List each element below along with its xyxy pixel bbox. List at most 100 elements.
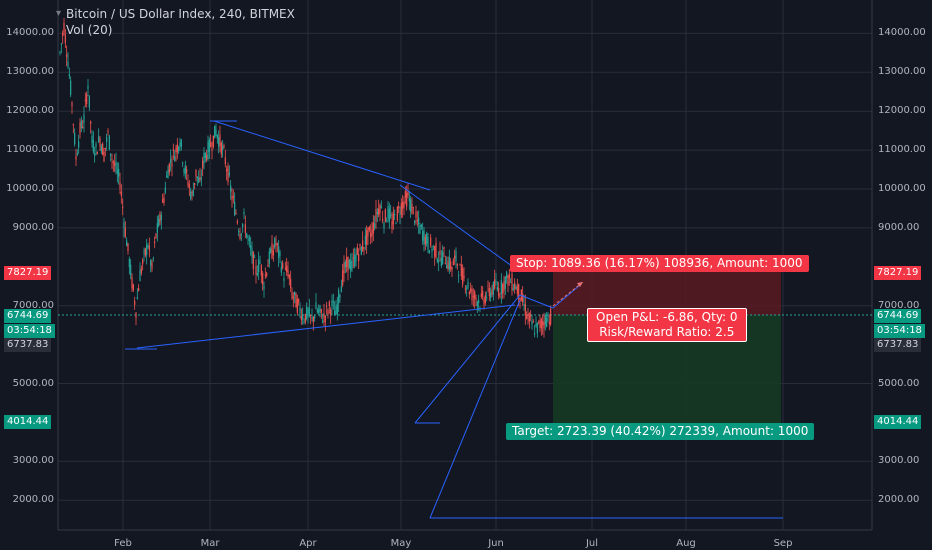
candle-body (340, 286, 342, 293)
candle-body (208, 139, 210, 153)
candle-body (215, 129, 217, 136)
candle-body (532, 321, 534, 323)
candle-body (204, 153, 206, 158)
candle-body (104, 147, 106, 150)
candle-body (120, 191, 122, 197)
candle-body (380, 206, 382, 209)
candle-body (247, 236, 249, 238)
candle-body (122, 207, 124, 209)
pnl-label[interactable]: Open P&L: -6.86, Qty: 0 Risk/Reward Rati… (587, 308, 747, 342)
candle-body (234, 202, 236, 216)
symbol-title[interactable]: Bitcoin / US Dollar Index, 240, BITMEX (66, 7, 295, 21)
candle-body (268, 251, 270, 264)
candle-body (544, 314, 546, 325)
candle-body (311, 317, 313, 319)
candle-body (427, 237, 429, 250)
trend-line (429, 299, 521, 519)
candle-body (314, 316, 316, 319)
candle-body (318, 309, 320, 313)
collapse-chevron-icon[interactable]: ▾ (56, 8, 62, 19)
x-tick-label: May (390, 538, 412, 549)
candle-body (288, 274, 290, 278)
x-tick-label: Feb (114, 538, 132, 549)
candle-body (447, 261, 449, 270)
candle-body (160, 214, 162, 221)
candle-body (411, 204, 413, 215)
candle-body (158, 218, 160, 227)
candle-body (214, 125, 216, 139)
candle-body (310, 314, 312, 316)
candle-body (435, 243, 437, 258)
candle-body (176, 144, 178, 153)
candle-body (144, 248, 146, 256)
y-tick-label: 11000.00 (878, 144, 926, 156)
last-price-tag-left: 6737.83 (4, 338, 52, 352)
candle-body (266, 273, 268, 276)
candle-body (92, 139, 94, 152)
candle-body (515, 286, 517, 290)
candle-body (184, 165, 186, 175)
candle-body (283, 278, 285, 281)
candle-body (240, 233, 242, 236)
candle-body (308, 307, 310, 317)
candle-body (466, 287, 468, 289)
candle-body (424, 236, 426, 245)
candle-body (516, 286, 518, 294)
candle-body (506, 272, 508, 278)
candle-body (235, 212, 237, 214)
position-arrow-head (577, 282, 583, 287)
candle-body (282, 263, 284, 269)
x-tick-label: Aug (676, 538, 696, 549)
candle-body (180, 139, 182, 148)
candle-body (474, 291, 476, 299)
y-tick-label: 5000.00 (12, 377, 54, 389)
candle-body (96, 152, 98, 155)
candle-body (298, 299, 300, 303)
candle-body (159, 213, 161, 223)
candle-body (374, 223, 376, 228)
candle-body (100, 146, 102, 152)
candle-body (524, 303, 526, 316)
candle-body (156, 223, 158, 233)
candle-body (99, 138, 101, 147)
candle-body (151, 262, 153, 269)
candle-body (440, 258, 442, 267)
current-price-tag-right: 6744.69 (874, 309, 922, 323)
candle-body (316, 310, 318, 313)
candle-body (147, 246, 149, 248)
candle-body (366, 230, 368, 246)
stop-label[interactable]: Stop: 1089.36 (16.17%) 108936, Amount: 1… (510, 255, 809, 272)
candle-body (508, 273, 510, 279)
candle-body (504, 277, 506, 289)
candle-body (267, 264, 269, 267)
candle-body (115, 161, 117, 171)
target-label[interactable]: Target: 2723.39 (40.42%) 272339, Amount:… (506, 423, 815, 440)
candle-body (542, 321, 544, 326)
candle-body (211, 148, 213, 151)
volume-indicator-label[interactable]: Vol (20) (66, 23, 113, 37)
candle-body (383, 222, 385, 229)
candle-body (334, 310, 336, 316)
candle-body (187, 181, 189, 186)
candle-body (327, 310, 329, 315)
candle-body (486, 297, 488, 299)
candle-body (371, 229, 373, 237)
candle-body (476, 301, 478, 307)
candle-body (71, 102, 73, 107)
candle-body (84, 99, 86, 102)
candle-body (338, 289, 340, 304)
candle-body (419, 225, 421, 234)
candle-body (494, 279, 496, 289)
candle-body (255, 265, 257, 275)
candle-body (294, 291, 296, 296)
candle-body (479, 307, 481, 309)
risk-reward-text: Risk/Reward Ratio: 2.5 (599, 325, 735, 339)
candle-body (364, 235, 366, 245)
candle-body (487, 285, 489, 287)
candle-body (271, 242, 273, 259)
candle-body (63, 22, 65, 34)
candle-body (102, 143, 104, 156)
candle-body (228, 172, 230, 176)
